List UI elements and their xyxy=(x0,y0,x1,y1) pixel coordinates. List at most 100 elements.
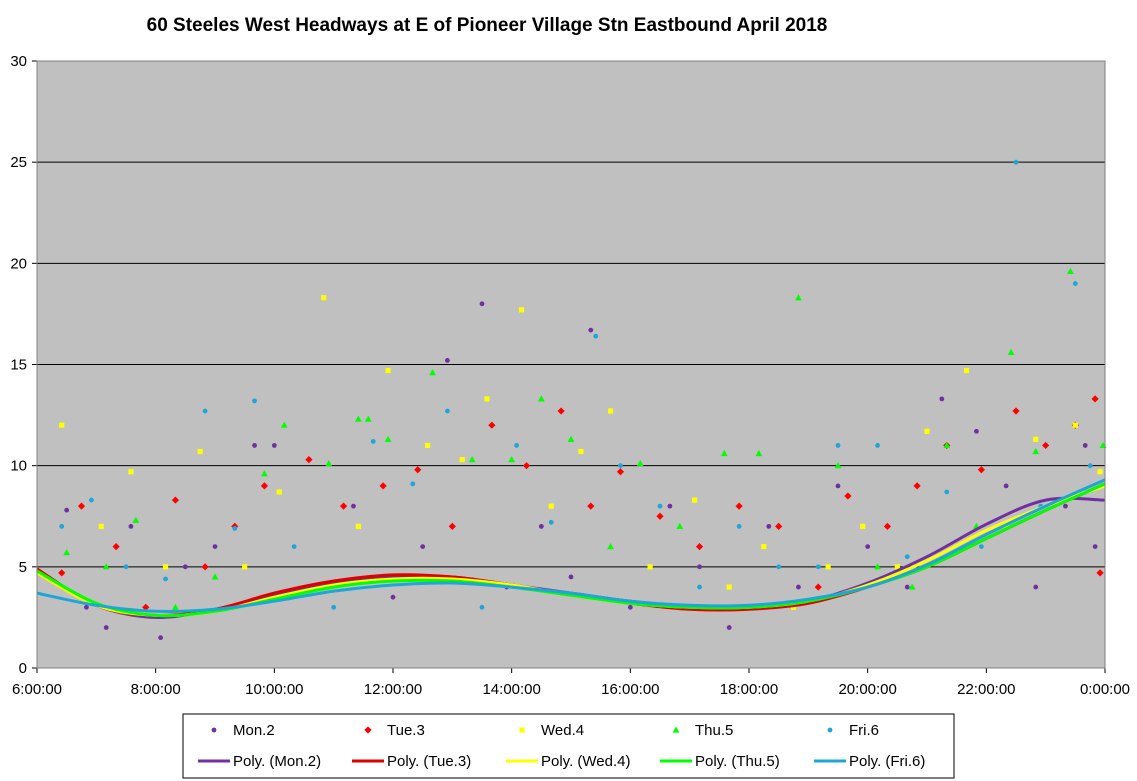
point-tue-3 xyxy=(112,543,120,551)
point-wed-4 xyxy=(385,367,391,374)
point-mon-2 xyxy=(588,327,594,333)
point-fri-6 xyxy=(291,544,297,549)
point-tue-3 xyxy=(77,502,86,510)
point-tue-3 xyxy=(775,522,783,530)
point-wed-4 xyxy=(518,307,525,313)
point-thu-5 xyxy=(325,460,333,467)
point-wed-4 xyxy=(548,503,554,509)
legend-label: Fri.6 xyxy=(849,722,879,739)
x-tick-label: 14:00:00 xyxy=(482,681,540,698)
trendline-poly-thu-5 xyxy=(36,482,1106,618)
point-thu-5 xyxy=(636,460,644,467)
point-mon-2 xyxy=(865,544,871,549)
legend-marker xyxy=(519,727,525,733)
point-mon-2 xyxy=(1082,443,1088,448)
point-wed-4 xyxy=(242,564,248,570)
y-tick-label: 20 xyxy=(10,255,27,272)
legend-label: Poly. (Fri.6) xyxy=(849,753,925,770)
point-tue-3 xyxy=(1091,395,1099,403)
point-fri-6 xyxy=(1072,281,1078,286)
x-tick-label: 10:00:00 xyxy=(245,681,303,698)
point-mon-2 xyxy=(1003,483,1009,489)
point-thu-5 xyxy=(874,563,881,570)
plot-border xyxy=(36,60,1106,669)
point-mon-2 xyxy=(538,523,544,529)
point-mon-2 xyxy=(64,507,70,513)
point-mon-2 xyxy=(627,604,633,610)
point-fri-6 xyxy=(835,443,841,448)
point-tue-3 xyxy=(913,482,921,490)
point-tue-3 xyxy=(305,455,313,464)
point-tue-3 xyxy=(414,466,422,474)
y-tick-label: 10 xyxy=(10,458,27,475)
point-thu-5 xyxy=(102,563,110,570)
point-fri-6 xyxy=(202,408,208,414)
point-wed-4 xyxy=(894,564,900,570)
y-tick-label: 5 xyxy=(19,559,27,576)
point-thu-5 xyxy=(943,441,951,449)
point-mon-2 xyxy=(479,301,485,307)
point-fri-6 xyxy=(1013,159,1019,165)
x-tick-label: 6:00:00 xyxy=(12,681,62,698)
point-thu-5 xyxy=(1032,447,1040,455)
point-mon-2 xyxy=(158,635,164,641)
point-mon-2 xyxy=(796,584,801,590)
point-tue-3 xyxy=(616,468,625,476)
point-fri-6 xyxy=(904,554,910,560)
point-wed-4 xyxy=(276,489,282,495)
legend-marker xyxy=(672,726,680,733)
point-wed-4 xyxy=(1097,469,1103,475)
point-mon-2 xyxy=(835,483,841,489)
point-mon-2 xyxy=(420,544,426,549)
y-tick-label: 15 xyxy=(10,357,27,374)
point-thu-5 xyxy=(384,435,392,442)
legend-label: Thu.5 xyxy=(695,722,733,739)
point-tue-3 xyxy=(448,522,456,530)
point-tue-3 xyxy=(171,496,180,504)
point-mon-2 xyxy=(726,625,732,630)
point-fri-6 xyxy=(978,544,984,549)
point-mon-2 xyxy=(252,443,257,448)
point-wed-4 xyxy=(98,523,104,529)
point-thu-5 xyxy=(834,462,842,469)
point-fri-6 xyxy=(776,564,782,570)
point-thu-5 xyxy=(1007,348,1015,355)
legend-label: Poly. (Thu.5) xyxy=(695,753,780,770)
point-fri-6 xyxy=(875,443,880,448)
point-fri-6 xyxy=(163,576,168,582)
point-thu-5 xyxy=(172,603,179,610)
point-tue-3 xyxy=(142,603,150,611)
point-fri-6 xyxy=(252,398,257,404)
trendline-poly-fri-6 xyxy=(36,478,1106,614)
point-fri-6 xyxy=(514,443,520,448)
point-mon-2 xyxy=(697,564,702,570)
point-wed-4 xyxy=(321,295,327,301)
y-tick-label: 0 xyxy=(19,660,27,677)
point-mon-2 xyxy=(1033,584,1039,590)
point-wed-4 xyxy=(59,422,65,428)
point-wed-4 xyxy=(860,523,866,529)
point-thu-5 xyxy=(755,449,763,457)
point-fri-6 xyxy=(410,481,416,487)
x-tick-label: 8:00:00 xyxy=(131,681,181,698)
point-thu-5 xyxy=(468,455,476,463)
point-wed-4 xyxy=(963,367,970,374)
point-thu-5 xyxy=(567,435,575,442)
legend-label: Poly. (Mon.2) xyxy=(233,753,321,770)
point-thu-5 xyxy=(676,522,684,529)
legend-box xyxy=(182,713,955,779)
point-wed-4 xyxy=(484,396,490,402)
point-fri-6 xyxy=(232,525,238,531)
x-tick-label: 22:00:00 xyxy=(957,681,1015,698)
point-fri-6 xyxy=(370,438,376,444)
point-wed-4 xyxy=(578,448,584,455)
point-tue-3 xyxy=(656,512,664,520)
point-tue-3 xyxy=(977,466,985,474)
point-thu-5 xyxy=(354,415,362,422)
point-mon-2 xyxy=(568,574,574,580)
point-mon-2 xyxy=(351,503,356,509)
point-thu-5 xyxy=(908,583,916,590)
x-tick-label: 20:00:00 xyxy=(838,681,896,698)
point-wed-4 xyxy=(726,584,732,590)
